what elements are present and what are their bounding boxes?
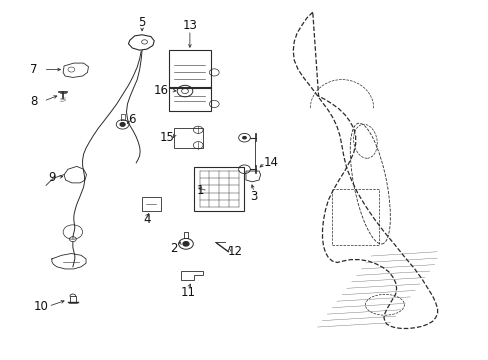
Circle shape <box>183 242 188 246</box>
Text: 14: 14 <box>264 156 278 169</box>
Text: 6: 6 <box>128 113 136 126</box>
Text: 8: 8 <box>30 95 38 108</box>
Text: 13: 13 <box>182 19 197 32</box>
Text: 10: 10 <box>33 300 48 313</box>
Text: 4: 4 <box>143 213 150 226</box>
Circle shape <box>242 136 246 139</box>
Text: 2: 2 <box>170 242 177 255</box>
Text: 3: 3 <box>250 190 257 203</box>
Text: 7: 7 <box>30 63 38 76</box>
Bar <box>173 128 203 148</box>
Text: 12: 12 <box>227 244 242 257</box>
Text: 15: 15 <box>160 131 175 144</box>
Text: 16: 16 <box>154 84 169 97</box>
Circle shape <box>120 123 125 126</box>
Bar <box>142 197 160 211</box>
Text: 5: 5 <box>138 16 145 29</box>
Bar <box>331 189 378 244</box>
Text: 11: 11 <box>181 287 196 300</box>
Text: 1: 1 <box>197 184 204 197</box>
Text: 9: 9 <box>48 171 56 184</box>
